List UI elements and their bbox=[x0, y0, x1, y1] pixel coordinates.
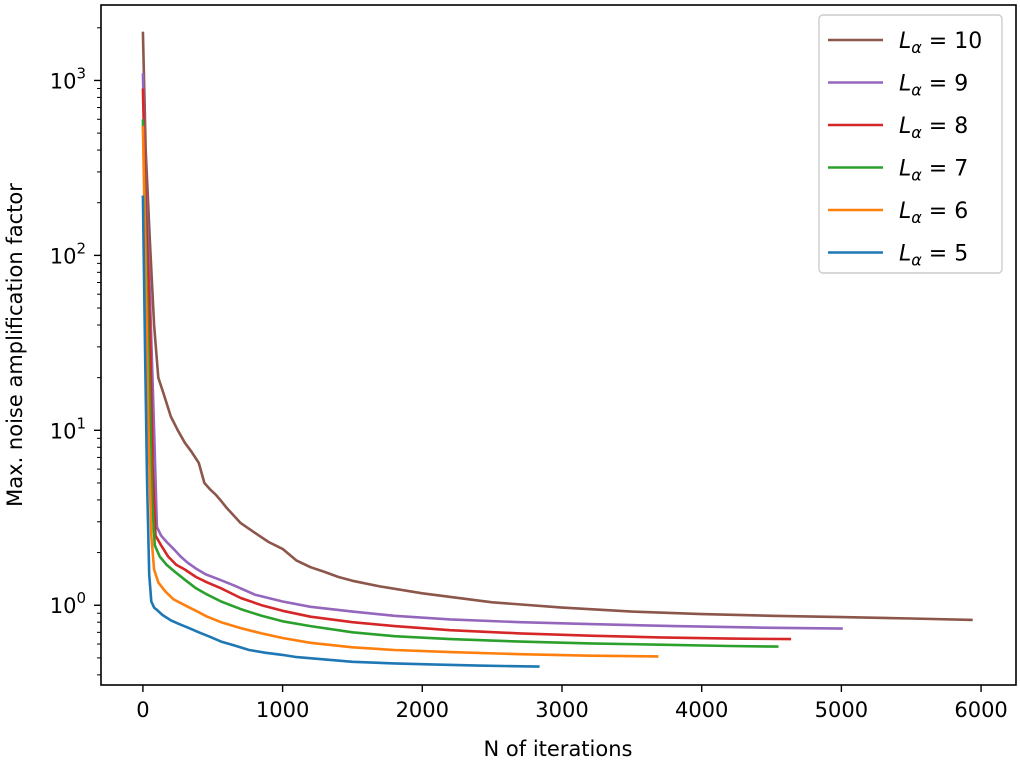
legend-value: = 5 bbox=[922, 242, 968, 267]
legend-item: Lα = 9 bbox=[828, 72, 968, 100]
x-tick-label: 3000 bbox=[535, 698, 588, 722]
y-tick-label: 103 bbox=[50, 64, 86, 93]
series-layer bbox=[141, 31, 973, 668]
legend-symbol: L bbox=[899, 242, 911, 267]
legend-value: = 10 bbox=[922, 29, 982, 54]
y-tick-base: 10 bbox=[50, 69, 77, 93]
series-line-4 bbox=[141, 125, 659, 658]
legend-item: Lα = 5 bbox=[828, 242, 968, 270]
series-line-5 bbox=[141, 195, 540, 668]
plot-frame bbox=[100, 4, 1017, 686]
y-tick-base: 10 bbox=[50, 419, 77, 443]
legend-subscript: α bbox=[911, 208, 922, 227]
legend-subscript: α bbox=[911, 123, 922, 142]
x-tick-label: 4000 bbox=[675, 698, 728, 722]
x-axis: 0 1000 2000 3000 4000 5000 6000 bbox=[136, 685, 1008, 722]
y-axis-label: Max. noise amplification factor bbox=[3, 183, 27, 507]
legend-symbol: L bbox=[899, 72, 911, 97]
legend-label: Lα = 6 bbox=[899, 199, 968, 227]
x-tick-label: 1000 bbox=[256, 698, 309, 722]
x-tick-label: 0 bbox=[136, 698, 149, 722]
legend-subscript: α bbox=[911, 81, 922, 100]
legend-label: Lα = 9 bbox=[899, 72, 968, 100]
legend-symbol: L bbox=[899, 29, 911, 54]
y-tick-exponent: 1 bbox=[76, 414, 86, 432]
legend-symbol: L bbox=[899, 114, 911, 139]
y-tick-base: 10 bbox=[50, 244, 77, 268]
y-tick-base: 10 bbox=[50, 594, 77, 618]
legend-label: Lα = 7 bbox=[899, 157, 968, 185]
y-tick-label: 102 bbox=[50, 239, 86, 268]
x-tick-label: 6000 bbox=[954, 698, 1007, 722]
legend-symbol: L bbox=[899, 157, 911, 182]
series-line-0 bbox=[141, 31, 973, 622]
y-tick-label: 101 bbox=[50, 414, 86, 443]
legend-item: Lα = 8 bbox=[828, 114, 968, 142]
x-tick-label: 2000 bbox=[396, 698, 449, 722]
series-line-2 bbox=[141, 88, 792, 641]
legend-symbol: L bbox=[899, 199, 911, 224]
y-tick-exponent: 0 bbox=[76, 589, 86, 607]
legend-item: Lα = 6 bbox=[828, 199, 968, 227]
legend-item: Lα = 10 bbox=[828, 29, 982, 57]
legend-value: = 9 bbox=[922, 72, 968, 97]
legend-value: = 7 bbox=[922, 157, 968, 182]
legend-subscript: α bbox=[911, 38, 922, 57]
y-tick-label: 100 bbox=[50, 589, 86, 618]
legend-label: Lα = 10 bbox=[899, 29, 982, 57]
x-axis-label: N of iterations bbox=[484, 737, 633, 760]
legend-label: Lα = 5 bbox=[899, 242, 968, 270]
legend-value: = 8 bbox=[922, 114, 968, 139]
legend-value: = 6 bbox=[922, 199, 968, 224]
legend-item: Lα = 7 bbox=[828, 157, 968, 185]
x-tick-label: 5000 bbox=[815, 698, 868, 722]
y-tick-exponent: 2 bbox=[76, 239, 86, 257]
legend-box bbox=[818, 14, 1003, 274]
legend-label: Lα = 8 bbox=[899, 114, 968, 142]
series-line-3 bbox=[141, 119, 779, 648]
y-tick-exponent: 3 bbox=[76, 64, 86, 82]
series-line-1 bbox=[141, 73, 843, 630]
legend-subscript: α bbox=[911, 251, 922, 270]
legend-subscript: α bbox=[911, 166, 922, 185]
